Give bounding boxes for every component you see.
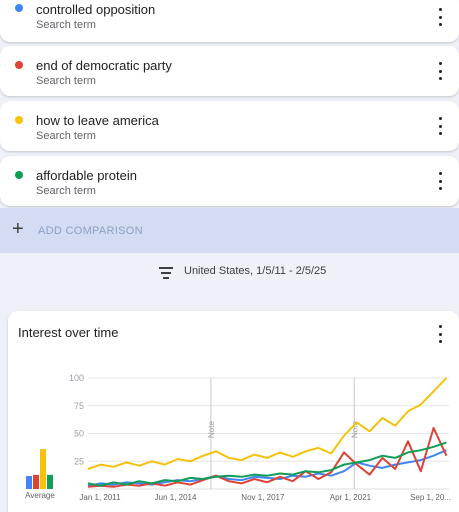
add-comparison-label: ADD COMPARISON [38,225,143,237]
series-line [87,426,448,488]
y-tick-label: 25 [74,456,84,466]
term-type: Search term [36,75,96,87]
term-card-1[interactable]: controlled opposition Search term [0,0,459,42]
interest-chart: 100 75 50 25 Note Note Jan 1, 2011 Jun 1, 2014 N… [25,373,451,502]
chart-title: Interest over time [18,325,119,340]
more-vert-icon[interactable] [435,62,445,80]
region-date-filter[interactable]: United States, 1/5/11 - 2/5/25 [184,265,327,277]
term-type: Search term [36,130,96,142]
average-bar [26,476,32,489]
y-tick-label: 100 [69,373,84,383]
series-line [87,441,447,487]
plus-icon: + [12,218,24,240]
filter-bar[interactable]: United States, 1/5/11 - 2/5/25 [0,253,459,293]
x-tick-label: Sep 1, 20... [410,493,451,502]
add-comparison-button[interactable]: + ADD COMPARISON [0,208,459,253]
term-name: affordable protein [36,168,137,183]
filter-icon[interactable] [159,267,173,279]
x-tick-label: Jun 1, 2014 [155,493,197,502]
term-type: Search term [36,19,96,31]
series-color-dot [15,171,23,179]
average-bar [33,474,39,489]
term-card-2[interactable]: end of democratic party Search term [0,46,459,96]
series-color-dot [15,116,23,124]
term-name: end of democratic party [36,58,172,73]
term-card-3[interactable]: how to leave america Search term [0,101,459,151]
more-vert-icon[interactable] [435,8,445,26]
interest-over-time-card: Interest over time 100 75 50 25 Note Note Jan … [8,311,459,512]
term-type: Search term [36,185,96,197]
x-tick-label: Apr 1, 2021 [330,493,372,502]
series-color-dot [15,4,23,12]
term-name: how to leave america [36,113,159,128]
average-bar [40,449,46,489]
y-tick-label: 75 [74,401,84,411]
y-tick-label: 50 [74,429,84,439]
more-vert-icon[interactable] [435,117,445,135]
more-vert-icon[interactable] [435,325,445,343]
average-bar [47,474,53,489]
series-color-dot [15,61,23,69]
note-label: Note [207,421,216,438]
x-tick-label: Nov 1, 2017 [241,493,285,502]
average-label: Average [25,491,55,500]
term-name: controlled opposition [36,2,156,17]
term-card-4[interactable]: affordable protein Search term [0,156,459,206]
more-vert-icon[interactable] [435,172,445,190]
x-tick-label: Jan 1, 2011 [79,493,121,502]
series-line [87,377,448,470]
note-label: Note [350,421,359,438]
